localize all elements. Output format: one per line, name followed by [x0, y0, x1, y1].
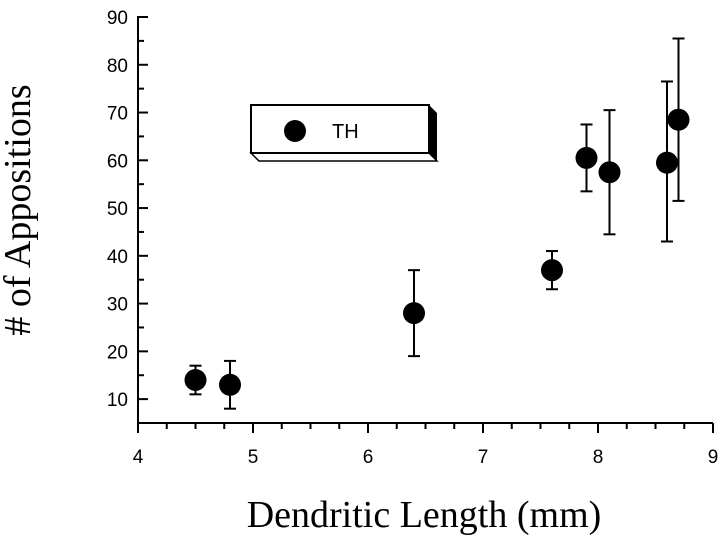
x-tick-label-9: 9 — [708, 447, 719, 468]
x-tick-label-7: 7 — [478, 447, 489, 468]
x-tick-label-5: 5 — [248, 447, 259, 468]
data-marks — [184, 37, 690, 410]
x-tick-label-4: 4 — [133, 447, 144, 468]
y-tick-label-40: 40 — [107, 247, 128, 268]
data-point-2 — [219, 359, 241, 410]
data-point-3 — [403, 269, 425, 358]
point-marker — [575, 146, 598, 169]
y-axis-title: # of Appositions — [0, 84, 39, 335]
y-tick-label-80: 80 — [107, 56, 128, 77]
point-marker — [667, 108, 690, 131]
data-point-4 — [541, 250, 563, 291]
data-point-8 — [667, 37, 690, 202]
point-marker — [598, 161, 621, 184]
x-tick-label-8: 8 — [593, 447, 604, 468]
data-point-6 — [598, 109, 621, 236]
point-marker — [541, 259, 563, 282]
axes: 10 20 30 40 50 60 70 80 90 4 5 6 7 8 9 — [107, 8, 718, 468]
legend: TH — [249, 104, 439, 162]
x-tick-label-6: 6 — [363, 447, 374, 468]
y-tick-label-20: 20 — [107, 342, 128, 363]
y-tick-label-30: 30 — [107, 295, 128, 316]
y-tick-label-10: 10 — [107, 390, 128, 411]
point-marker — [184, 369, 207, 392]
legend-box — [250, 104, 430, 154]
x-axis-title: Dendritic Length (mm) — [247, 494, 602, 536]
data-point-7 — [656, 80, 678, 243]
point-marker — [656, 151, 678, 174]
y-tick-label-90: 90 — [107, 8, 128, 29]
point-marker — [219, 373, 241, 396]
y-tick-label-50: 50 — [107, 199, 128, 220]
y-tick-label-60: 60 — [107, 151, 128, 172]
legend-shadow-bottom — [249, 152, 439, 162]
legend-marker — [284, 120, 306, 142]
y-tick-label-70: 70 — [107, 104, 128, 125]
point-marker — [403, 302, 425, 325]
data-point-1 — [184, 364, 207, 396]
legend-shadow-right — [429, 105, 437, 161]
data-point-5 — [575, 123, 598, 193]
legend-label-th: TH — [332, 121, 359, 143]
